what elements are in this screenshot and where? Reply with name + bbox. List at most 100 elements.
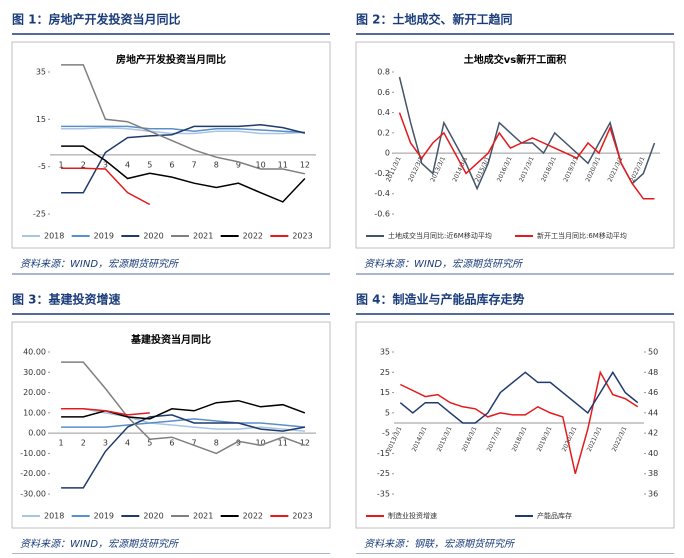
source-note: 资料来源：WIND，宏源期货研究所 (20, 538, 180, 550)
y-tick-label: 0.2 (377, 128, 390, 137)
y-tick-label: -10.00 (20, 449, 46, 458)
legend-label: 2018 (44, 512, 64, 521)
y-tick-label: 10.00 (23, 408, 46, 417)
x-tick-label: 12 (300, 160, 310, 169)
y-tick-label: 5 (385, 408, 390, 417)
x-tick-label: 2015/3/1 (436, 425, 454, 453)
y2-tick-label: 36 (648, 490, 658, 499)
series-line (61, 399, 306, 420)
x-tick-label: 2021/3/1 (607, 156, 625, 184)
x-tick-label: 6 (169, 439, 174, 448)
legend-label: 2018 (44, 232, 64, 241)
legend-label: 制造业投资增速 (388, 511, 437, 520)
x-tick-label: 3 (103, 439, 108, 448)
series-line (399, 370, 639, 424)
y-tick-label: -0.4 (374, 189, 390, 198)
y-tick-label: 0 (385, 149, 390, 158)
y-tick-label: 30.00 (23, 368, 46, 377)
x-tick-label: 2017/3/1 (518, 156, 536, 184)
x-tick-label: 2013/3/1 (429, 156, 447, 184)
chart-frame (11, 41, 331, 249)
y2-tick-label: 46 (648, 388, 658, 397)
y-tick-label: -35 (377, 490, 390, 499)
legend-label: 2021 (193, 512, 213, 521)
y-tick-label: -0.2 (374, 169, 390, 178)
x-tick-label: 7 (192, 439, 197, 448)
y-tick-label: 0.8 (377, 68, 390, 77)
x-tick-label: 6 (169, 160, 174, 169)
panel-heading: 图 4：制造业与产能品库存走势 (356, 292, 525, 307)
chart-title: 基建投资当月同比 (130, 333, 211, 346)
panel-heading: 图 2：土地成交、新开工趋同 (356, 12, 513, 27)
x-tick-label: 5 (147, 160, 152, 169)
legend-label: 新开工当月同比:6M移动平均 (537, 231, 627, 240)
legend-label: 2020 (143, 232, 163, 241)
y-tick-label: 15 (380, 388, 390, 397)
y-tick-label: 0.00 (28, 429, 46, 438)
y-tick-label: -20.00 (20, 469, 46, 478)
x-tick-label: 2018/3/1 (540, 156, 558, 184)
x-tick-label: 12 (300, 439, 310, 448)
series-line (61, 418, 305, 428)
series-line (61, 167, 151, 206)
x-tick-label: 2019/3/1 (562, 156, 580, 184)
y-tick-label: -25 (33, 210, 46, 219)
source-note: 资料来源：WIND，宏源期货研究所 (364, 258, 524, 270)
series-line (61, 124, 306, 194)
series-line (61, 361, 306, 455)
x-tick-label: 2017/3/1 (486, 425, 504, 453)
x-tick-label: 2016/3/1 (496, 156, 514, 184)
x-tick-label: 2019/3/1 (536, 425, 554, 453)
x-tick-label: 2012/3/1 (407, 156, 425, 184)
y-tick-label: 35 (380, 348, 390, 357)
x-tick-label: 4 (125, 439, 130, 448)
source-note: 资料来源：WIND，宏源期货研究所 (20, 258, 180, 270)
legend-label: 2020 (143, 512, 163, 521)
x-tick-label: 11 (278, 160, 288, 169)
y-tick-label: -15 (377, 449, 390, 458)
series-line (61, 408, 150, 416)
chart-title: 房地产开发投资当月同比 (116, 53, 226, 66)
y-tick-label: 40.00 (23, 348, 46, 357)
legend-label: 2019 (94, 232, 114, 241)
y-tick-label: 15 (36, 115, 46, 124)
x-tick-label: 4 (125, 160, 130, 169)
source-note: 资料来源：钢联，宏源期货研究所 (364, 538, 516, 550)
y-tick-label: -0.6 (374, 210, 390, 219)
series-line (398, 76, 656, 191)
y2-tick-label: 42 (648, 429, 658, 438)
y2-tick-label: 44 (648, 408, 658, 417)
chart-title: 土地成交vs新开工面积 (464, 53, 566, 66)
chart-frame (355, 41, 675, 249)
y2-tick-label: 48 (648, 368, 658, 377)
x-tick-label: 2014/3/1 (411, 425, 429, 453)
y-tick-label: -25 (377, 469, 390, 478)
x-tick-label: 11 (278, 439, 288, 448)
x-tick-label: 1 (59, 439, 64, 448)
x-tick-label: 1 (59, 160, 64, 169)
chart-frame (11, 321, 331, 529)
x-tick-label: 5 (147, 439, 152, 448)
x-tick-label: 9 (236, 439, 241, 448)
legend-label: 2021 (193, 232, 213, 241)
legend-label: 2023 (292, 232, 312, 241)
legend-label: 2022 (243, 232, 263, 241)
x-tick-label: 8 (214, 439, 219, 448)
y-tick-label: 35 (36, 68, 46, 77)
legend-label: 2019 (94, 512, 114, 521)
x-tick-label: 2018/3/1 (511, 425, 529, 453)
y-tick-label: -30.00 (20, 490, 46, 499)
x-tick-label: 2014/3/1 (451, 156, 469, 184)
x-tick-label: 8 (214, 160, 219, 169)
legend-label: 2022 (243, 512, 263, 521)
legend-label: 产能品库存 (537, 511, 572, 520)
x-tick-label: 2 (81, 439, 86, 448)
y-tick-label: 20.00 (23, 388, 46, 397)
series-line (399, 370, 639, 474)
x-tick-label: 3 (103, 160, 108, 169)
series-line (398, 112, 655, 200)
series-line (61, 64, 306, 175)
series-line (61, 414, 306, 489)
legend-label: 2023 (292, 512, 312, 521)
chart-frame (355, 321, 675, 529)
